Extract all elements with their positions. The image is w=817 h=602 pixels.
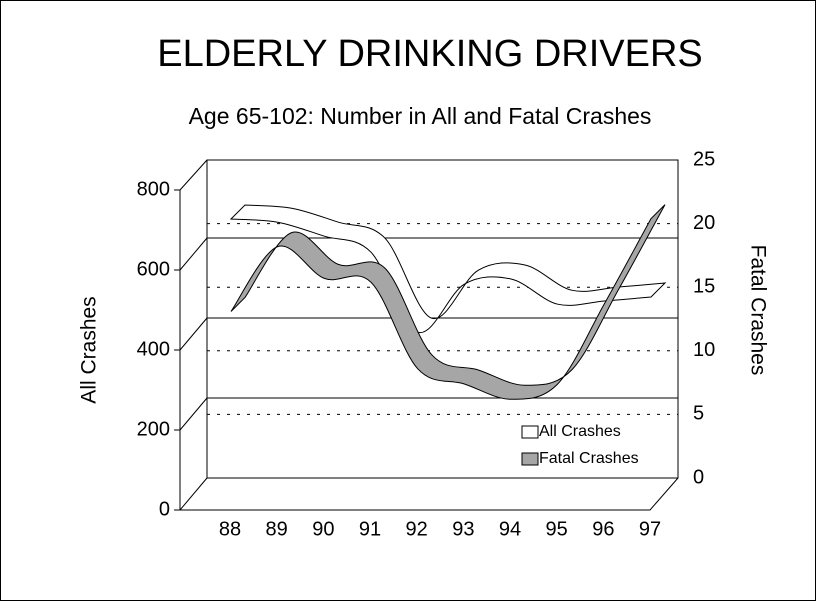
legend-label: All Crashes [539, 423, 621, 440]
wall-grid-line [179, 397, 208, 431]
back-wall [206, 159, 679, 479]
y-tick-label: 600 [137, 258, 170, 280]
chart-title: ELDERLY DRINKING DRIVERS [157, 33, 703, 75]
y-axis-title: All Crashes [78, 296, 101, 403]
y-tick-label: 400 [137, 338, 170, 360]
wall-grid-line [179, 317, 208, 351]
x-tick-label: 89 [266, 518, 288, 540]
x-tick-label: 94 [499, 518, 521, 540]
ribbon [229, 204, 667, 333]
x-tick-label: 91 [359, 518, 381, 540]
y-tick-label: 0 [159, 498, 170, 520]
ribbon [230, 204, 666, 400]
y2-tick-label: 0 [693, 466, 704, 488]
wall-edge [179, 159, 208, 191]
y2-tick-label: 10 [693, 339, 715, 361]
y-tick-label: 200 [137, 418, 170, 440]
x-tick-label: 93 [452, 518, 474, 540]
x-tick-label: 96 [592, 518, 614, 540]
x-tick-label: 88 [219, 518, 241, 540]
y-tick-label: 800 [137, 178, 170, 200]
y2-axis-title: Fatal Crashes [746, 245, 769, 376]
y2-tick-label: 5 [693, 403, 704, 425]
y2-tick-label: 20 [693, 212, 715, 234]
x-tick-label: 92 [406, 518, 428, 540]
y2-tick-label: 25 [693, 148, 715, 170]
y2-tick-label: 15 [693, 275, 715, 297]
x-tick-label: 90 [312, 518, 334, 540]
legend-label: Fatal Crashes [539, 450, 639, 467]
chart-subtitle: Age 65-102: Number in All and Fatal Cras… [189, 103, 652, 129]
floor-edge [179, 477, 208, 511]
legend-swatch [521, 452, 539, 466]
legend-swatch [521, 425, 539, 439]
x-tick-label: 97 [639, 518, 661, 540]
wall-grid-line [179, 237, 208, 271]
x-tick-label: 95 [546, 518, 568, 540]
